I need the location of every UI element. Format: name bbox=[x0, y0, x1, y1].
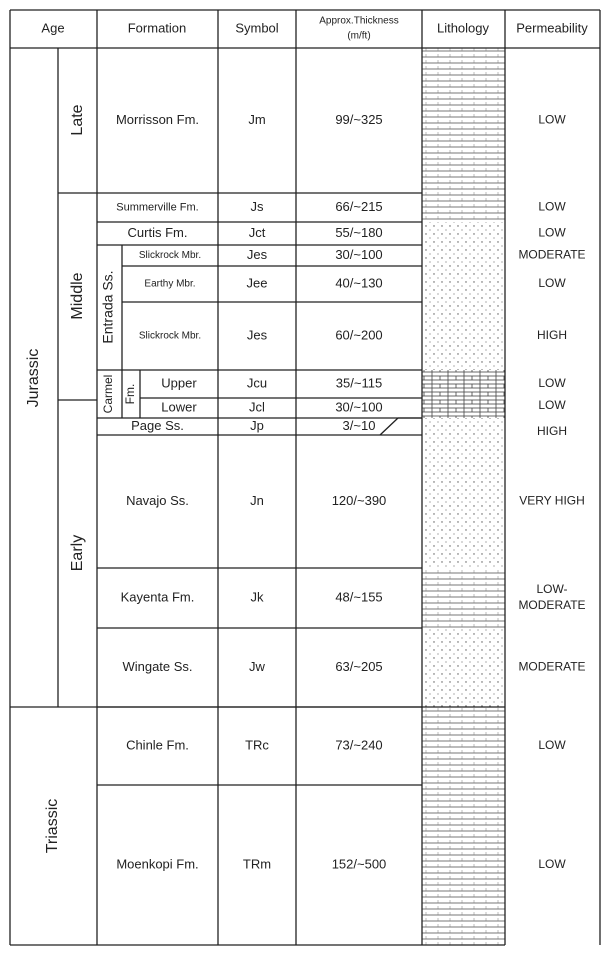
period-label: Jurassic bbox=[25, 349, 42, 408]
thickness: 3/~10 bbox=[343, 418, 376, 433]
symbol: TRm bbox=[243, 856, 271, 871]
stratigraphic-table: Age Formation Symbol Approx.Thickness (m/ft)… bbox=[0, 0, 602, 953]
epoch-label: Middle bbox=[69, 272, 86, 319]
formation: Summerville Fm. bbox=[116, 201, 199, 213]
symbol: Js bbox=[251, 199, 265, 214]
permeability: LOW bbox=[538, 276, 566, 290]
permeability: LOW bbox=[538, 226, 566, 240]
symbol: TRc bbox=[245, 737, 269, 752]
header-symbol: Symbol bbox=[235, 20, 278, 35]
formation: Wingate Ss. bbox=[122, 659, 192, 674]
header-thickness: Approx.Thickness bbox=[319, 16, 398, 27]
thickness: 99/~325 bbox=[335, 112, 382, 127]
rule bbox=[380, 418, 398, 435]
epoch-label: Late bbox=[69, 104, 86, 135]
formation: Chinle Fm. bbox=[126, 737, 189, 752]
thickness: 73/~240 bbox=[335, 737, 382, 752]
formation: Page Ss. bbox=[131, 418, 184, 433]
symbol: Jm bbox=[248, 112, 265, 127]
group-label: Entrada Ss. bbox=[100, 270, 116, 343]
symbol: Jcu bbox=[247, 375, 267, 390]
thickness: 66/~215 bbox=[335, 199, 382, 214]
lithology-cell bbox=[422, 48, 505, 193]
lithology-cell bbox=[422, 418, 505, 435]
symbol: Jes bbox=[247, 247, 268, 262]
thickness: 60/~200 bbox=[335, 327, 382, 342]
header-thickness: (m/ft) bbox=[347, 31, 370, 42]
formation: Morrisson Fm. bbox=[116, 112, 199, 127]
permeability: LOW bbox=[538, 200, 566, 214]
lithology-cell bbox=[422, 266, 505, 302]
thickness: 63/~205 bbox=[335, 659, 382, 674]
header-formation: Formation bbox=[128, 20, 187, 35]
formation: Lower bbox=[161, 399, 197, 414]
permeability: LOW bbox=[538, 738, 566, 752]
formation: Moenkopi Fm. bbox=[116, 856, 198, 871]
symbol: Jcl bbox=[249, 399, 265, 414]
thickness: 55/~180 bbox=[335, 225, 382, 240]
thickness: 30/~100 bbox=[335, 247, 382, 262]
lithology-cell bbox=[422, 222, 505, 245]
symbol: Jct bbox=[249, 225, 266, 240]
symbol: Jn bbox=[250, 493, 264, 508]
permeability: LOW bbox=[538, 376, 566, 390]
permeability: LOW bbox=[538, 398, 566, 412]
lithology-cell bbox=[422, 398, 505, 418]
permeability: MODERATE bbox=[518, 248, 585, 262]
permeability: MODERATE bbox=[518, 660, 585, 674]
formation: Slickrock Mbr. bbox=[139, 331, 201, 342]
header-lithology: Lithology bbox=[437, 20, 490, 35]
thickness: 120/~390 bbox=[332, 493, 387, 508]
thickness: 30/~100 bbox=[335, 399, 382, 414]
lithology-cell bbox=[422, 370, 505, 398]
permeability: HIGH bbox=[537, 328, 567, 342]
header-age: Age bbox=[41, 20, 64, 35]
period-label: Triassic bbox=[44, 799, 61, 854]
formation: Kayenta Fm. bbox=[121, 589, 195, 604]
formation: Navajo Ss. bbox=[126, 493, 189, 508]
thickness: 40/~130 bbox=[335, 275, 382, 290]
formation: Upper bbox=[161, 375, 197, 390]
permeability: LOW bbox=[538, 113, 566, 127]
symbol: Jw bbox=[249, 659, 266, 674]
permeability: MODERATE bbox=[518, 598, 585, 612]
lithology-cell bbox=[422, 193, 505, 222]
lithology-cell bbox=[422, 435, 505, 568]
lithology-cell bbox=[422, 245, 505, 266]
lithology-cell bbox=[422, 568, 505, 628]
thickness: 35/~115 bbox=[336, 375, 382, 390]
lithology-cell bbox=[422, 302, 505, 370]
formation: Earthy Mbr. bbox=[144, 279, 195, 290]
epoch-label: Early bbox=[69, 535, 86, 571]
thickness: 152/~500 bbox=[332, 856, 387, 871]
symbol: Jp bbox=[250, 418, 264, 433]
group-label: Fm. bbox=[123, 384, 137, 405]
thickness: 48/~155 bbox=[335, 589, 382, 604]
formation: Slickrock Mbr. bbox=[139, 250, 201, 261]
lithology-cell bbox=[422, 628, 505, 707]
permeability: LOW- bbox=[536, 582, 567, 596]
header-permeability: Permeability bbox=[516, 20, 588, 35]
symbol: Jk bbox=[251, 589, 265, 604]
permeability: LOW bbox=[538, 857, 566, 871]
permeability: VERY HIGH bbox=[519, 494, 585, 508]
symbol: Jee bbox=[247, 275, 268, 290]
lithology-cell bbox=[422, 785, 505, 945]
permeability: HIGH bbox=[537, 424, 567, 438]
lithology-cell bbox=[422, 707, 505, 785]
group-label: Carmel bbox=[101, 375, 115, 414]
symbol: Jes bbox=[247, 327, 268, 342]
formation: Curtis Fm. bbox=[128, 225, 188, 240]
